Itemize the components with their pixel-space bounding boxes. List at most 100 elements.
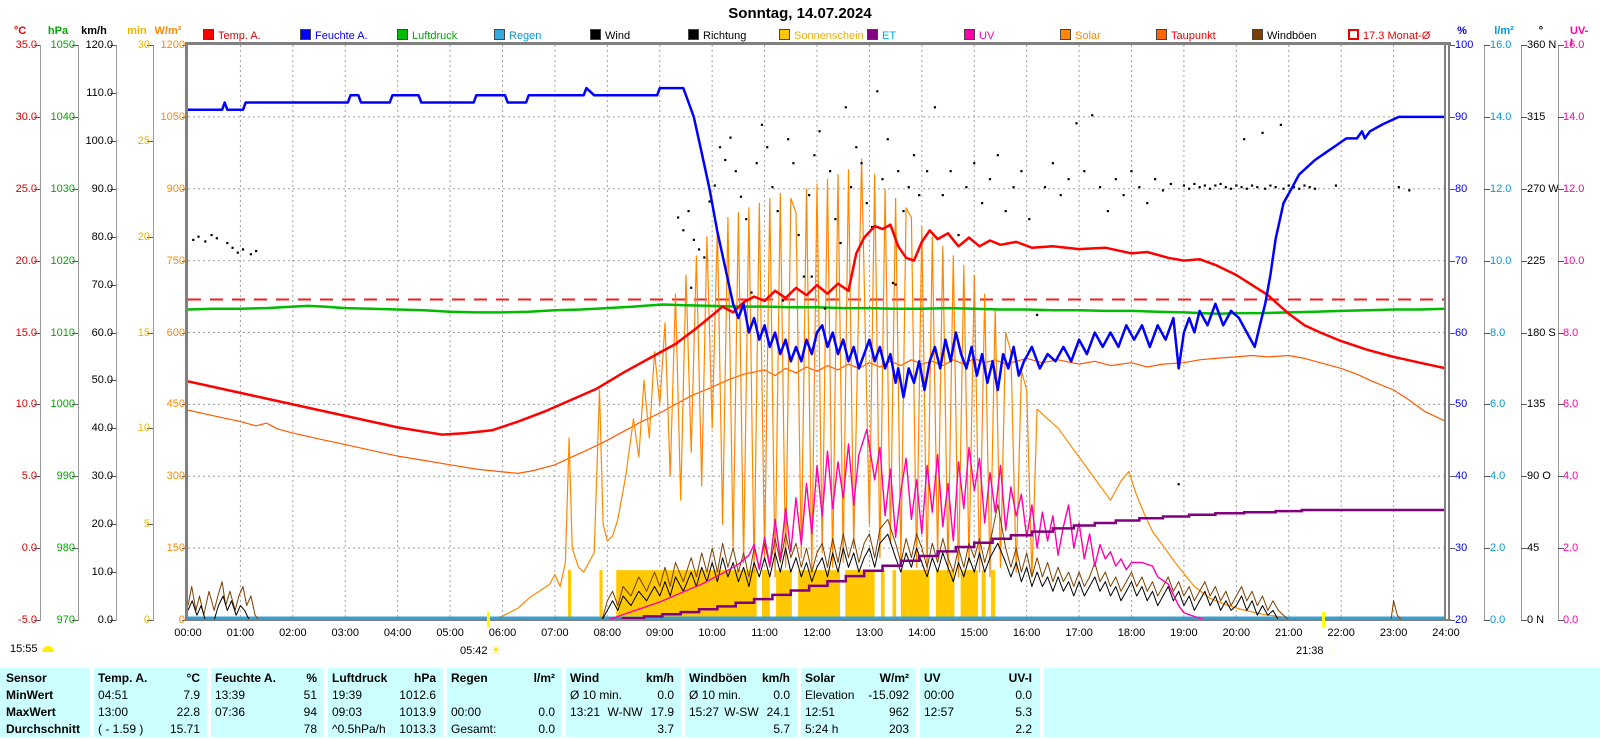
sensor-row: Durchschnitt [6, 720, 86, 737]
cell-value: 22.8 [176, 704, 200, 719]
legend-marker [203, 29, 214, 40]
cell-value: 3.7 [657, 721, 674, 736]
column-unit: km/h [645, 670, 674, 685]
tick-label: 80.0 [91, 230, 113, 243]
series-richtung [255, 249, 258, 253]
moonrise-icon [41, 646, 54, 652]
tick-label: 8.0 [1490, 326, 1506, 339]
column-name: Regen [451, 670, 488, 685]
tick [147, 236, 153, 238]
series-richtung [1240, 186, 1243, 189]
cell-value: 5.3 [1015, 704, 1032, 719]
cell-value: 94 [303, 704, 317, 719]
series-richtung [1287, 184, 1290, 187]
table-row: 2.2 [924, 720, 1032, 737]
tick [1558, 620, 1564, 621]
legend-marker [867, 29, 878, 40]
cell-time: Elevation [805, 687, 855, 702]
cell-value: 17.9 [650, 704, 674, 719]
series-wind [187, 533, 1446, 621]
table-row: 5.7 [689, 720, 790, 737]
table-column-Luftdruck: Luftdruck hPa 19:39 1012.6 09:03 1013.9 ^0.5hP… [332, 668, 436, 737]
series-richtung [949, 170, 952, 173]
series-et [609, 508, 1446, 622]
series-richtung [1261, 131, 1264, 134]
tick [72, 620, 78, 621]
legend-label: ET [882, 30, 897, 42]
tick-label: 90 [1455, 110, 1468, 123]
series-richtung [1282, 187, 1285, 190]
legend-marker [1060, 29, 1071, 40]
cell-value: 1012.6 [399, 687, 436, 702]
x-label-04:00: 04:00 [383, 627, 412, 639]
tick [72, 476, 78, 478]
moonrise-label: 15:55 [10, 643, 54, 655]
table-separator [1040, 668, 1044, 737]
axis-unit-l/m²: l/m² [1494, 25, 1514, 37]
tick [34, 332, 40, 334]
series-richtung [692, 238, 695, 241]
tick-label: 0 [178, 614, 185, 626]
legend-item-6: Sonnenschein [779, 29, 864, 42]
cell-direction: W-NW [607, 704, 643, 719]
series-richtung [902, 210, 905, 213]
tick-label: 60.0 [91, 326, 113, 339]
cell-time: 13:00 [98, 704, 129, 719]
tick [1521, 404, 1527, 406]
tick-label: 60 [1455, 326, 1468, 339]
table-row: 07:36 94 [215, 703, 317, 720]
series-richtung [965, 186, 968, 189]
series-richtung [1051, 162, 1054, 165]
tick [1449, 476, 1455, 478]
tick [1521, 620, 1527, 621]
x-label-16:00: 16:00 [1012, 627, 1041, 639]
column-unit: hPa [413, 670, 436, 685]
series-sonnenschein [798, 570, 841, 619]
sensor-label: Durchschnitt [6, 721, 81, 736]
tick [34, 476, 40, 478]
table-column-Regen: Regen l/m² 00:00 0.0 Gesamt: 0.0 [451, 668, 555, 737]
sensor-row: Sensor [6, 669, 86, 686]
legend-item-4: Wind [590, 29, 630, 42]
tick-label: 5.0 [21, 470, 37, 483]
legend-item-9: Solar [1060, 29, 1101, 42]
series-richtung [1169, 182, 1172, 186]
tick-label: 1000 [50, 398, 75, 411]
axis-unit-min: min [127, 25, 147, 37]
tick-label: 100 [1455, 39, 1474, 51]
tick-label: 100.0 [85, 134, 113, 147]
axis-unit-°C: °C [13, 25, 27, 37]
cell-time: 13:39 [215, 687, 246, 702]
cell-value: 962 [888, 704, 909, 719]
series-richtung [849, 186, 853, 189]
tick [110, 620, 116, 621]
series-solar [486, 158, 1446, 621]
tick [34, 116, 40, 118]
table-row: Ø 10 min. 0.0 [570, 686, 674, 703]
x-label-24:00: 24:00 [1432, 627, 1460, 639]
tick [1484, 404, 1490, 406]
tick-label: 150 [166, 542, 185, 555]
column-unit: W/m² [879, 670, 909, 685]
series-richtung [1067, 178, 1070, 181]
series-temp [187, 223, 1447, 436]
tick [110, 476, 116, 478]
tick-label: 1020 [50, 254, 75, 267]
tick-label: 300 [166, 470, 185, 483]
series-richtung [1146, 202, 1149, 205]
tick [1521, 332, 1527, 334]
series-richtung [886, 138, 889, 141]
series-richtung [1334, 184, 1338, 187]
series-richtung [718, 146, 722, 149]
series-richtung [957, 233, 960, 237]
tick [1449, 188, 1455, 190]
tick [110, 188, 116, 190]
cell-value: 1013.3 [399, 721, 436, 736]
series-richtung [755, 162, 758, 165]
series-sonnenschein [761, 570, 770, 619]
tick [147, 428, 153, 430]
table-row: Ø 10 min. 0.0 [689, 686, 790, 703]
tick-label: 14.0 [1563, 110, 1585, 123]
tick [1558, 116, 1564, 118]
cell-value: 78 [303, 721, 317, 736]
